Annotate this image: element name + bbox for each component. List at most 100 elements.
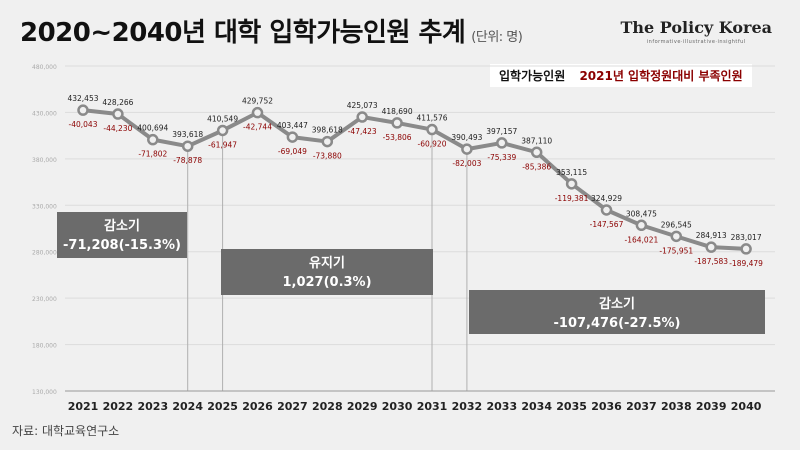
deficit-label: -119,381 xyxy=(555,194,589,203)
data-point xyxy=(670,230,683,243)
data-point xyxy=(461,143,473,155)
x-tick-label: 2028 xyxy=(312,400,343,413)
y-tick-label: 380,000 xyxy=(32,157,57,164)
x-tick-label: 2029 xyxy=(347,400,378,413)
period-label: 감소기 xyxy=(599,297,635,312)
data-label: 410,549 xyxy=(207,114,238,123)
deficit-label: -42,744 xyxy=(243,123,272,132)
data-point xyxy=(426,123,438,136)
data-label: 284,913 xyxy=(696,231,727,240)
deficit-label: -69,049 xyxy=(278,147,307,156)
data-label: 353,115 xyxy=(556,168,587,177)
data-point xyxy=(147,133,159,146)
x-tick-label: 2023 xyxy=(137,400,168,413)
x-tick-label: 2027 xyxy=(277,400,308,413)
data-point xyxy=(216,124,229,137)
data-label: 387,110 xyxy=(521,136,552,145)
deficit-label: -78,878 xyxy=(173,156,202,165)
x-tick-label: 2024 xyxy=(172,400,203,413)
data-label: 400,694 xyxy=(137,124,168,133)
x-tick-label: 2034 xyxy=(521,400,552,413)
brand-logo: The Policy Korea informative·illustrativ… xyxy=(620,18,772,45)
data-label: 324,929 xyxy=(591,194,622,203)
data-label: 308,475 xyxy=(626,209,657,218)
period-value: -107,476(-27.5%) xyxy=(554,316,681,331)
period-label: 유지기 xyxy=(309,256,345,271)
deficit-label: -147,567 xyxy=(590,220,624,229)
data-label: 428,266 xyxy=(102,98,133,107)
deficit-label: -175,951 xyxy=(659,246,693,255)
series-line-population xyxy=(82,108,747,251)
deficit-label: -75,339 xyxy=(487,153,516,162)
data-point xyxy=(600,204,613,216)
data-point xyxy=(321,135,334,148)
data-label: 418,690 xyxy=(382,107,413,116)
period-box xyxy=(469,290,765,334)
deficit-label: -189,479 xyxy=(729,259,763,268)
brand-name: The Policy Korea xyxy=(620,18,772,37)
x-tick-label: 2026 xyxy=(242,400,273,413)
x-tick-label: 2040 xyxy=(731,400,762,413)
x-tick-label: 2037 xyxy=(626,400,657,413)
unit-label: (단위: 명) xyxy=(471,30,523,45)
deficit-label: -53,806 xyxy=(383,133,412,142)
data-point xyxy=(251,106,264,119)
data-point xyxy=(77,104,89,116)
data-label: 398,618 xyxy=(312,126,343,135)
y-tick-label: 180,000 xyxy=(32,343,57,350)
data-point xyxy=(391,117,403,129)
data-label: 403,447 xyxy=(277,121,308,130)
source-note: 자료: 대학교육연구소 xyxy=(12,424,120,438)
y-tick-label: 430,000 xyxy=(32,110,57,117)
y-tick-label: 280,000 xyxy=(32,250,57,257)
x-tick-label: 2038 xyxy=(661,400,692,413)
chart-title-text: 2020~2040년 대학 입학가능인원 추계 xyxy=(20,18,466,48)
y-tick-label: 130,000 xyxy=(32,389,57,396)
data-point xyxy=(286,131,299,143)
x-tick-label: 2039 xyxy=(696,400,727,413)
data-label: 397,157 xyxy=(486,127,517,136)
legend-series-population: 입학가능인원 xyxy=(499,69,566,83)
data-point xyxy=(635,219,648,232)
period-box xyxy=(57,212,187,258)
data-label: 393,618 xyxy=(172,130,203,139)
x-tick-label: 2033 xyxy=(486,400,517,413)
x-tick-label: 2025 xyxy=(207,400,238,413)
data-point xyxy=(181,140,194,152)
data-point xyxy=(112,108,124,120)
data-label: 425,073 xyxy=(347,101,378,110)
x-tick-label: 2022 xyxy=(103,400,134,413)
period-box xyxy=(221,249,433,295)
data-label: 411,576 xyxy=(416,114,447,123)
x-tick-label: 2030 xyxy=(382,400,413,413)
y-tick-label: 480,000 xyxy=(32,64,57,71)
brand-tagline: informative·illustrative·insightful xyxy=(646,39,746,45)
period-value: -71,208(-15.3%) xyxy=(63,238,181,253)
x-tick-label: 2032 xyxy=(452,400,483,413)
deficit-label: -40,043 xyxy=(69,120,98,129)
data-label: 296,545 xyxy=(661,220,692,229)
data-point xyxy=(496,137,508,149)
deficit-label: -61,947 xyxy=(208,140,237,149)
x-tick-label: 2021 xyxy=(68,400,99,413)
data-point xyxy=(530,146,543,159)
x-tick-label: 2036 xyxy=(591,400,622,413)
data-point xyxy=(705,241,717,253)
data-point xyxy=(740,243,752,255)
period-label: 감소기 xyxy=(104,219,140,234)
deficit-label: -187,583 xyxy=(694,257,728,266)
data-label: 429,752 xyxy=(242,97,273,106)
data-point xyxy=(356,111,368,123)
data-label: 432,453 xyxy=(67,94,98,103)
deficit-label: -85,386 xyxy=(522,162,551,171)
x-tick-label: 2035 xyxy=(556,400,587,413)
legend: 입학가능인원 2021년 입학정원대비 부족인원 xyxy=(490,64,752,87)
deficit-label: -164,021 xyxy=(625,235,659,244)
legend-series-deficit: 2021년 입학정원대비 부족인원 xyxy=(579,69,743,83)
x-tick-label: 2031 xyxy=(417,400,448,413)
deficit-label: -82,003 xyxy=(452,159,481,168)
data-label: 283,017 xyxy=(731,233,762,242)
deficit-label: -47,423 xyxy=(348,127,377,136)
data-label: 390,493 xyxy=(451,133,482,142)
chart-title: 2020~2040년 대학 입학가능인원 추계 (단위: 명) xyxy=(20,12,523,49)
